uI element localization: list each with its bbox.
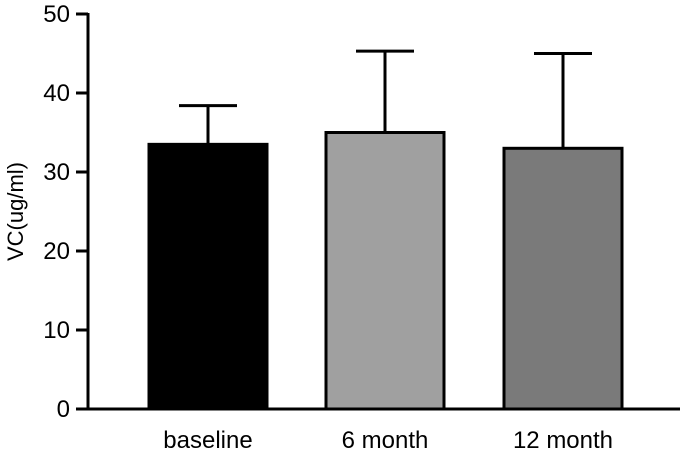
y-tick-label: 0 [57,396,70,423]
bar-12-month [502,146,624,411]
y-axis-title: VC(ug/ml) [3,162,28,261]
bar-6-month [324,131,446,411]
y-tick-label: 20 [43,238,70,265]
x-tick-label: 6 month [342,427,429,453]
y-tick-label: 10 [43,317,70,344]
x-tick-label: 12 month [513,427,613,453]
y-tick-label: 40 [43,80,70,107]
error-bars [179,49,592,149]
x-axis-labels: baseline 6 month 12 month [163,427,613,453]
bars [147,131,624,411]
y-tick-label: 50 [43,1,70,28]
y-axis-ticks: 0 10 20 30 40 50 [43,1,88,423]
bar-baseline [147,142,269,411]
x-tick-label: baseline [163,427,252,453]
y-tick-label: 30 [43,159,70,186]
